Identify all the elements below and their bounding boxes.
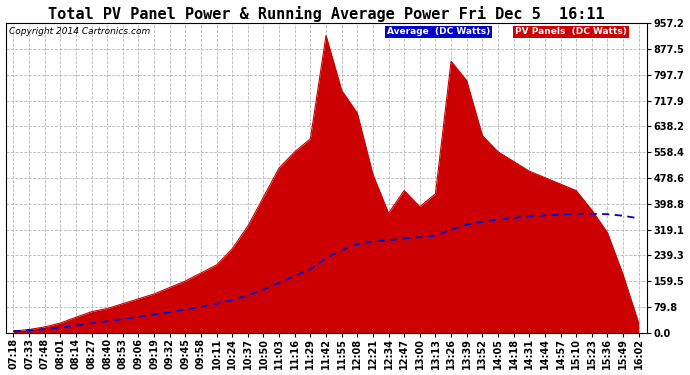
Text: Average  (DC Watts): Average (DC Watts) — [387, 27, 490, 36]
Text: PV Panels  (DC Watts): PV Panels (DC Watts) — [515, 27, 627, 36]
Title: Total PV Panel Power & Running Average Power Fri Dec 5  16:11: Total PV Panel Power & Running Average P… — [48, 6, 604, 21]
Text: Copyright 2014 Cartronics.com: Copyright 2014 Cartronics.com — [9, 27, 150, 36]
